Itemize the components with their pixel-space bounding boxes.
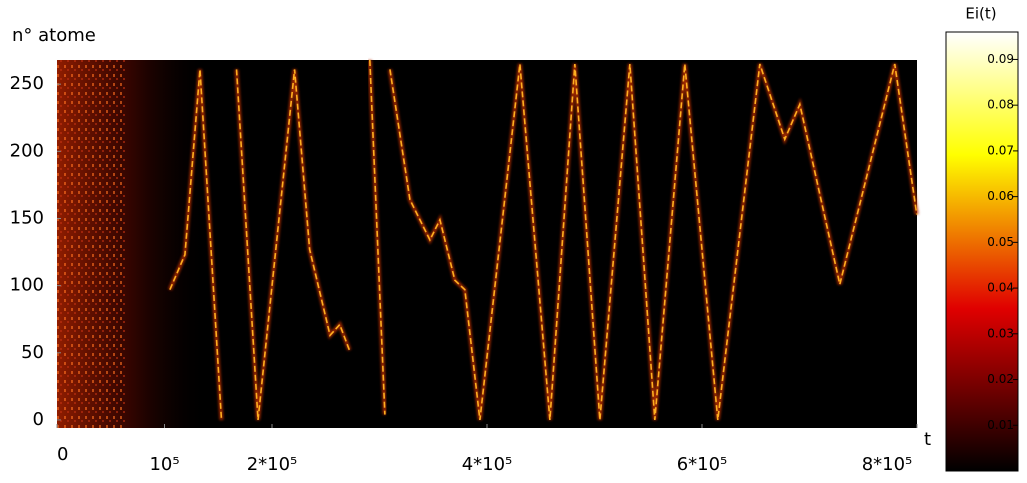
y-tick-label: 50 bbox=[21, 342, 44, 363]
colorbar-tick-label: 0.05 bbox=[987, 235, 1014, 249]
x-axis-label: t bbox=[924, 429, 931, 450]
y-tick-label: 150 bbox=[10, 207, 44, 228]
trace bbox=[389, 63, 918, 421]
colorbar-tick-label: 0.08 bbox=[987, 98, 1014, 112]
colorbar-tick-label: 0.09 bbox=[987, 52, 1014, 66]
noise-dots bbox=[57, 60, 127, 428]
colorbar-bar bbox=[945, 31, 1019, 472]
trace bbox=[369, 59, 386, 415]
colorbar-tick-label: 0.07 bbox=[987, 143, 1014, 157]
x-tick-label: 4*10⁵ bbox=[462, 454, 513, 475]
x-tick-label: 2*10⁵ bbox=[247, 454, 298, 475]
x-tick-label: 6*10⁵ bbox=[677, 454, 728, 475]
y-tick-label: 100 bbox=[10, 275, 44, 296]
colorbar-tick-label: 0.02 bbox=[987, 372, 1014, 386]
colorbar-title: Ei(t) bbox=[965, 5, 996, 23]
x-tick-label: 8*10⁵ bbox=[862, 454, 913, 475]
colorbar-tick-label: 0.03 bbox=[987, 326, 1014, 340]
colorbar-tick-label: 0.01 bbox=[987, 418, 1014, 432]
y-tick-label: 200 bbox=[10, 140, 44, 161]
colorbar: 0.01 0.02 0.03 0.04 0.05 0.06 0.07 0.08 0.09 bbox=[945, 31, 1019, 472]
y-tick-label: 250 bbox=[10, 73, 44, 94]
x-tick-label: 10⁵ bbox=[149, 454, 179, 475]
y-tick-label: 0 bbox=[33, 409, 44, 430]
x-tick-label: 0 bbox=[57, 444, 68, 465]
trace bbox=[169, 69, 223, 420]
colorbar-tick-label: 0.06 bbox=[987, 189, 1014, 203]
y-axis-label: n° atome bbox=[12, 25, 96, 46]
trace bbox=[235, 69, 351, 421]
colorbar-tick-label: 0.04 bbox=[987, 281, 1014, 295]
